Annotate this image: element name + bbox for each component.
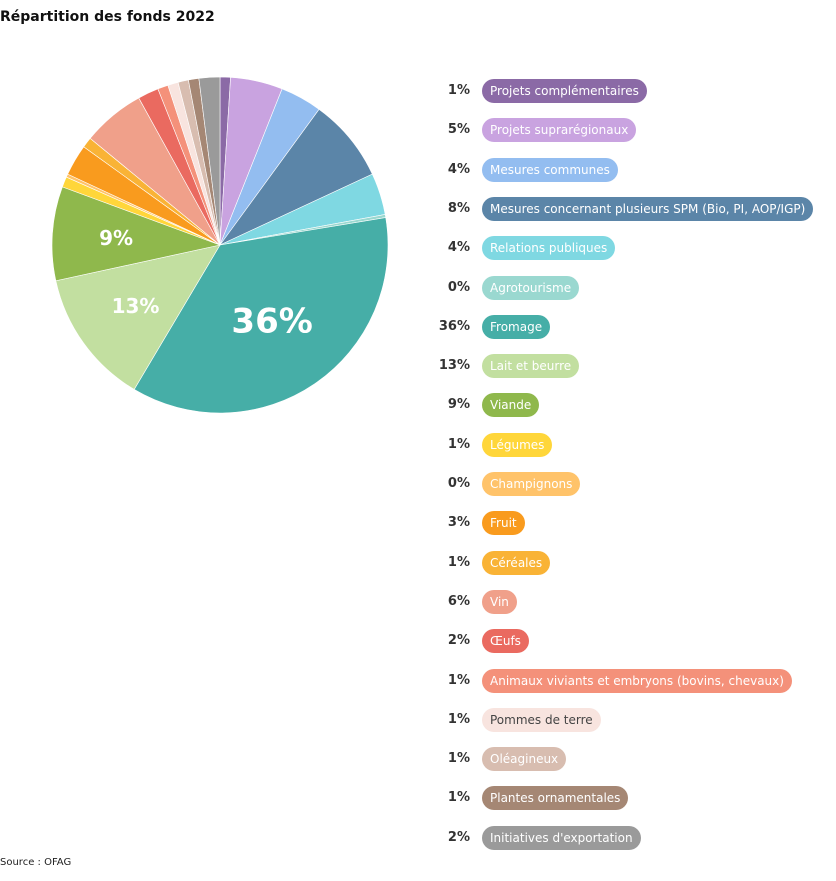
legend-item: 8% Mesures concernant plusieurs SPM (Bio,… xyxy=(420,196,820,223)
legend-label: Animaux viviants et embryons (bovins, ch… xyxy=(482,668,792,693)
legend-label: Initiatives d'exportation xyxy=(482,825,641,850)
legend-item: 2% Initiatives d'exportation xyxy=(420,825,820,852)
legend-label: Relations publiques xyxy=(482,236,616,261)
legend-label: Mesures communes xyxy=(482,157,618,182)
legend-label: Projets complémentaires xyxy=(482,79,647,103)
legend-item: 6% Vin xyxy=(420,589,820,616)
legend-label: Pommes de terre xyxy=(482,707,601,732)
pie-slice xyxy=(133,217,389,414)
legend-percent: 0% xyxy=(447,476,470,491)
legend-item: 4% Mesures communes xyxy=(420,157,820,184)
legend-percent: 1% xyxy=(447,790,470,806)
legend-item: 1% Projets complémentaires xyxy=(420,79,820,105)
legend-label: Champignons xyxy=(482,472,581,496)
legend-label: Vin xyxy=(482,589,517,614)
legend-item: 4% Relations publiques xyxy=(420,236,820,262)
legend-item: 0% Agrotourisme xyxy=(420,275,820,302)
pie-slice xyxy=(198,76,221,246)
pie-slice-label: 9% xyxy=(99,226,133,250)
legend-label: Lait et beurre xyxy=(482,354,580,379)
legend-item: 2% Œufs xyxy=(420,629,820,655)
legend-label: Fromage xyxy=(482,314,551,339)
legend-label: Fruit xyxy=(482,511,525,536)
legend-percent: 1% xyxy=(447,672,470,688)
legend-percent: 13% xyxy=(438,358,470,374)
legend-percent: 2% xyxy=(447,829,470,845)
legend-item: 5% Projets suprarégionaux xyxy=(420,118,820,144)
legend-percent: 4% xyxy=(447,240,470,256)
legend-label: Projets suprarégionaux xyxy=(482,118,637,143)
legend-item: 1% Pommes de terre xyxy=(420,707,820,734)
legend-percent: 1% xyxy=(447,711,470,727)
legend-item: 36% Fromage xyxy=(420,314,820,341)
source-note: Source : OFAG xyxy=(0,857,72,868)
legend-percent: 6% xyxy=(447,593,470,609)
legend-percent: 8% xyxy=(447,200,470,216)
legend-item: 1% Oléagineux xyxy=(420,747,820,773)
legend-percent: 36% xyxy=(438,318,470,334)
legend-item: 3% Fruit xyxy=(420,511,820,537)
pie-slice-label: 36% xyxy=(231,301,312,341)
legend-item: 1% Plantes ornamentales xyxy=(420,786,820,812)
pie-slice xyxy=(55,244,221,390)
legend-percent: 2% xyxy=(447,633,470,649)
legend-item: 1% Céréales xyxy=(420,550,820,577)
legend-percent: 0% xyxy=(447,279,470,295)
legend-label: Plantes ornamentales xyxy=(482,786,629,811)
legend-label: Œufs xyxy=(482,629,529,654)
legend-label: Oléagineux xyxy=(482,747,567,772)
legend-percent: 1% xyxy=(447,554,470,570)
legend-percent: 9% xyxy=(447,397,470,413)
legend-label: Céréales xyxy=(482,550,551,575)
chart-title: Répartition des fonds 2022 xyxy=(0,9,215,25)
legend-percent: 4% xyxy=(447,161,470,177)
legend-percent: 1% xyxy=(447,83,470,98)
legend-item: 9% Viande xyxy=(420,393,820,419)
legend-label: Mesures concernant plusieurs SPM (Bio, P… xyxy=(482,196,814,221)
legend-percent: 1% xyxy=(447,436,470,452)
legend-label: Agrotourisme xyxy=(482,275,580,300)
pie-slice-label: 13% xyxy=(112,294,160,318)
legend-item: 1% Animaux viviants et embryons (bovins, … xyxy=(420,668,820,695)
legend-item: 13% Lait et beurre xyxy=(420,354,820,380)
pie-slice xyxy=(51,186,222,282)
legend-percent: 3% xyxy=(447,515,470,531)
legend-item: 1% Légumes xyxy=(420,432,820,459)
legend-item: 0% Champignons xyxy=(420,472,820,498)
legend-percent: 1% xyxy=(447,751,470,767)
legend-label: Légumes xyxy=(482,432,553,457)
legend-label: Viande xyxy=(482,393,540,418)
legend-percent: 5% xyxy=(447,122,470,138)
